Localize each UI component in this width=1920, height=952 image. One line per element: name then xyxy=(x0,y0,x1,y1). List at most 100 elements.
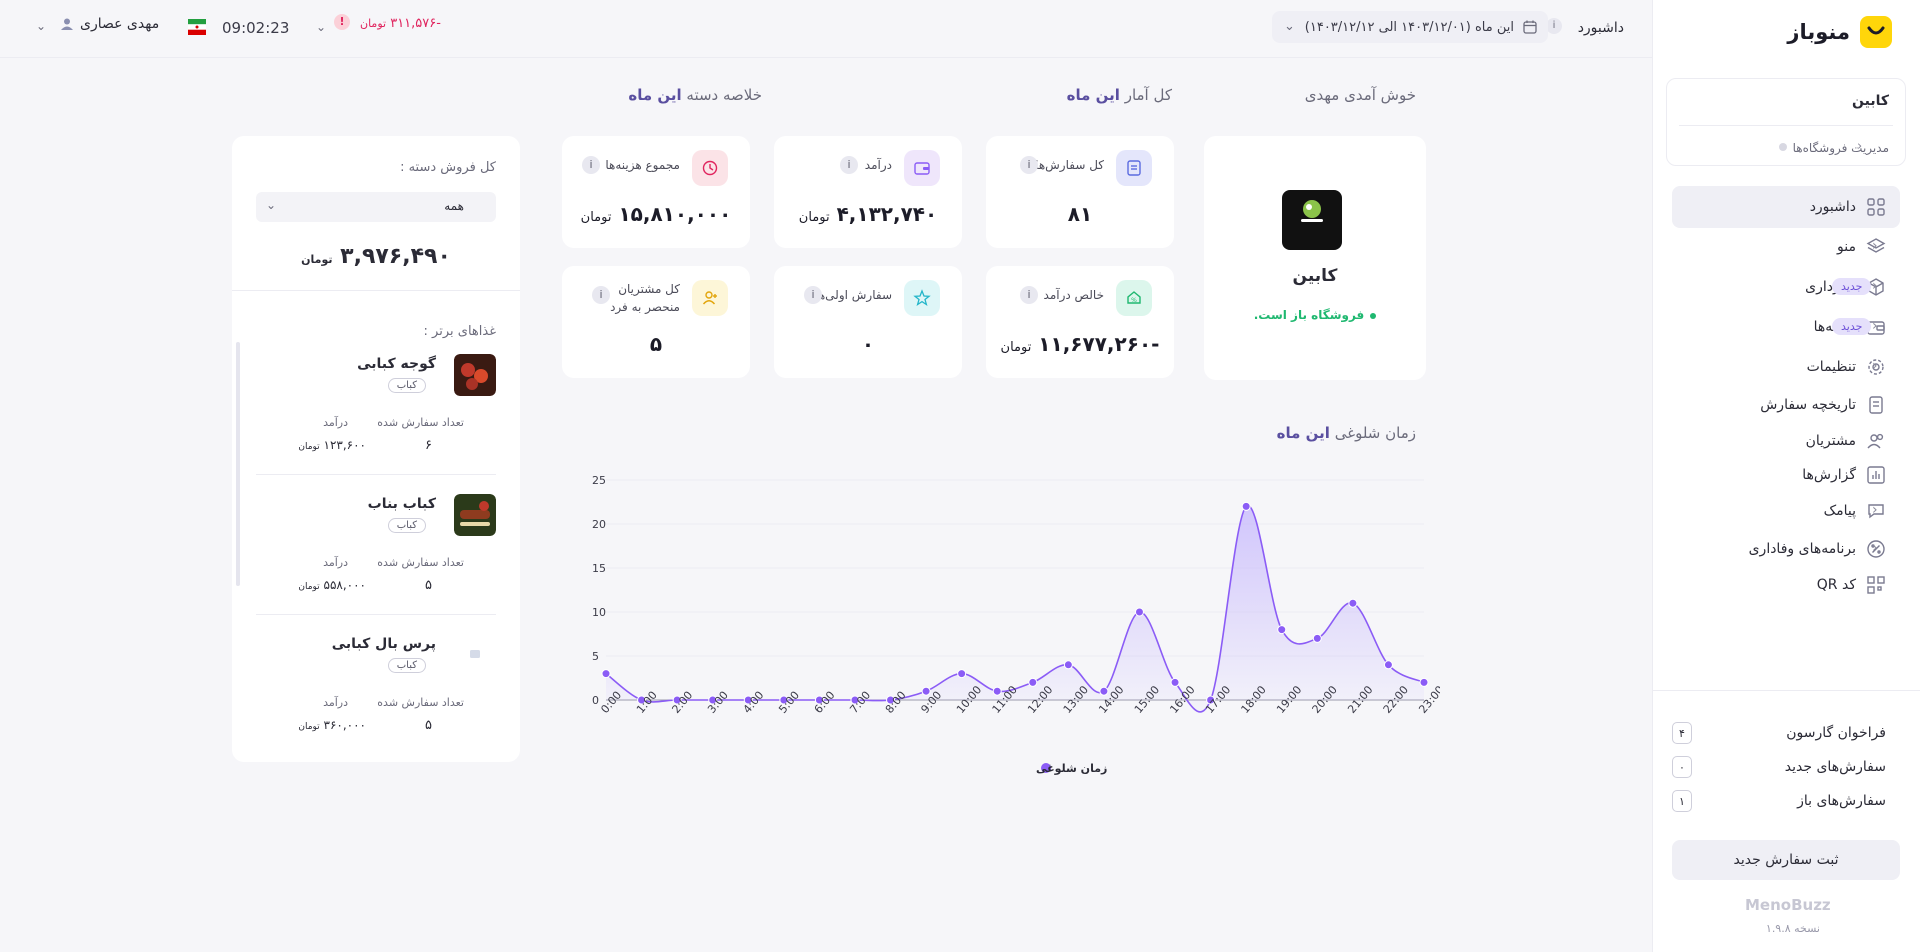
ordered-count-value: ۶ xyxy=(425,438,432,453)
top-food-item[interactable]: گوجه کبابی کباب تعداد سفارش شده درآمد ۶ ۱۲۳,۶… xyxy=(256,354,496,484)
sidebar-item-label: گزارش‌ها xyxy=(1802,467,1856,483)
data-point xyxy=(957,669,967,679)
y-tick-label: 0 xyxy=(592,694,599,707)
x-tick-label: 5:00 xyxy=(776,689,802,716)
sidebar-item-9[interactable]: پیامک ‹ xyxy=(1672,490,1900,532)
info-icon[interactable]: i xyxy=(840,156,858,174)
x-tick-label: 6:00 xyxy=(812,689,838,716)
total-sales-label: کل فروش دسته : xyxy=(400,160,496,175)
info-icon[interactable]: i xyxy=(804,286,822,304)
chevron-down-icon[interactable]: ⌄ xyxy=(36,19,47,33)
busy-time-title: زمان شلوغی این ماه xyxy=(1276,424,1416,442)
ordered-count-value: ۵ xyxy=(425,718,432,733)
quick-action-2[interactable]: سفارش‌های جدید ۰ xyxy=(1672,752,1886,782)
quick-action-label: سفارش‌های جدید xyxy=(1784,759,1886,775)
info-icon[interactable]: i xyxy=(1020,156,1038,174)
scrollbar[interactable] xyxy=(236,342,240,586)
sidebar-item-11[interactable]: کد QR xyxy=(1672,564,1900,606)
info-dot-icon xyxy=(1779,143,1787,151)
topbar: داشبورد i این ماه (۱۴۰۳/۱۲/۰۱ الی ۱۴۰۳/۱… xyxy=(0,0,1652,58)
sidebar-item-8[interactable]: گزارش‌ها xyxy=(1672,454,1900,496)
iran-flag-icon xyxy=(188,19,206,35)
sidebar-item-7[interactable]: مشتریان xyxy=(1672,420,1900,462)
food-image-placeholder-icon xyxy=(470,650,480,658)
sidebar-item-10[interactable]: برنامه‌های وفاداری ‹ xyxy=(1672,528,1900,570)
data-point xyxy=(1241,501,1251,511)
quick-action-label: سفارش‌های باز xyxy=(1797,793,1886,809)
sidebar-item-6[interactable]: تاریخچه سفارش xyxy=(1672,384,1900,426)
sidebar-item-2[interactable]: منو ‹ xyxy=(1672,226,1900,268)
info-icon[interactable]: i xyxy=(1546,18,1562,34)
alert-icon[interactable]: ! xyxy=(334,14,350,30)
brand[interactable]: منوباز xyxy=(1787,16,1892,48)
info-icon[interactable]: i xyxy=(592,286,610,304)
stat-value: ۵ xyxy=(649,332,663,356)
date-range-picker[interactable]: این ماه (۱۴۰۳/۱۲/۰۱ الی ۱۴۰۳/۱۲/۱۲) ⌄ xyxy=(1272,11,1548,43)
quick-action-3[interactable]: سفارش‌های باز ۱ xyxy=(1672,786,1886,816)
stat-label: مجموع هزینه‌ها xyxy=(605,158,680,172)
brand-logo-icon xyxy=(1860,16,1892,48)
document-icon xyxy=(1116,150,1152,186)
layers-icon xyxy=(1866,238,1886,253)
new-order-button[interactable]: ثبت سفارش جدید xyxy=(1672,840,1900,880)
chevron-down-icon[interactable]: ⌄ xyxy=(316,20,327,34)
legend-swatch xyxy=(1041,763,1051,773)
sidebar-item-1[interactable]: داشبورد xyxy=(1672,186,1900,228)
stat-label: درآمد xyxy=(864,158,892,172)
stat-net-income: % خالص درآمد i -۱۱,۶۷۷,۲۶۰ تومان xyxy=(986,266,1174,378)
x-tick-label: 4:00 xyxy=(741,689,767,716)
busy-time-chart: 0 5 10 15 20 25 0:00 1:00 2:00 3:00 4:00 5:00 6:00 7:… xyxy=(560,470,1447,790)
ordered-count-value: ۵ xyxy=(425,578,432,593)
data-point xyxy=(814,695,824,705)
quick-action-1[interactable]: فراخوان گارسون ۴ xyxy=(1672,718,1886,748)
info-icon[interactable]: i xyxy=(582,156,600,174)
divider xyxy=(256,474,496,475)
grid-icon xyxy=(1867,198,1885,216)
divider xyxy=(1679,125,1893,126)
quick-action-label: فراخوان گارسون xyxy=(1786,725,1886,741)
sidebar-item-label: تنظیمات xyxy=(1806,359,1856,375)
ordered-count-label: تعداد سفارش شده xyxy=(377,696,464,709)
stat-total-orders: کل سفارش‌ها i ۸۱ xyxy=(986,136,1174,248)
income-label: درآمد xyxy=(323,696,348,709)
data-point xyxy=(1028,677,1038,687)
sidebar-item-4[interactable]: هزینه‌هاجدید‹ xyxy=(1672,306,1900,348)
chevron-left-icon: ‹ xyxy=(1872,540,1878,556)
qr-icon xyxy=(1867,576,1885,594)
stat-value: ۴,۱۳۲,۷۴۰ تومان xyxy=(798,202,938,226)
data-point xyxy=(601,669,611,679)
brand-name: منوباز xyxy=(1787,20,1850,44)
info-icon[interactable]: i xyxy=(1020,286,1038,304)
x-tick-label: 2:00 xyxy=(669,689,695,716)
top-food-item[interactable]: پرس بال کبابی کباب تعداد سفارش شده درآمد ۵ ۳۶… xyxy=(262,634,496,764)
category-summary-card: کل فروش دسته : همه ⌄ ۳,۹۷۶,۴۹۰ تومان غذا… xyxy=(232,136,520,762)
manage-stores-link[interactable]: مدیریت فروشگاه‌ها xyxy=(1792,141,1889,155)
food-category-tag: کباب xyxy=(387,518,426,533)
user-menu[interactable]: مهدی عصاری xyxy=(60,16,159,32)
sidebar-item-5[interactable]: تنظیمات ‹ xyxy=(1672,346,1900,388)
y-tick-label: 5 xyxy=(592,650,599,663)
sidebar-item-3[interactable]: انبارداری جدید ‹ xyxy=(1672,266,1900,308)
data-point xyxy=(1277,625,1287,635)
category-select[interactable]: همه ⌄ xyxy=(256,192,496,222)
new-badge: جدید xyxy=(1832,318,1872,335)
data-point xyxy=(1170,677,1180,687)
user-name: مهدی عصاری xyxy=(80,16,160,32)
top-food-item[interactable]: کباب بناب کباب تعداد سفارش شده درآمد ۵ ۵۵۸,۰۰… xyxy=(256,494,496,624)
legend-label: زمان شلوغی xyxy=(1036,762,1107,775)
data-point xyxy=(1419,677,1429,687)
data-point xyxy=(708,695,718,705)
balance[interactable]: -۳۱۱,۵۷۶ تومان xyxy=(360,16,441,31)
stat-income: درآمد i ۴,۱۳۲,۷۴۰ تومان xyxy=(774,136,962,248)
stat-first-orders: سفارش اولی‌ها i ۰ xyxy=(774,266,962,378)
calendar-icon xyxy=(1523,20,1537,34)
breadcrumb: داشبورد xyxy=(1577,20,1624,36)
data-point xyxy=(886,695,896,705)
sidebar-item-label: تاریخچه سفارش xyxy=(1760,397,1856,413)
count-badge: ۰ xyxy=(1672,756,1692,778)
summary-title: خلاصه دسته این ماه xyxy=(628,86,762,104)
top-foods-label: غذاهای برتر : xyxy=(423,324,496,339)
store-switcher[interactable]: کابین مدیریت فروشگاه‌ها ‹ xyxy=(1666,78,1906,166)
stat-value: ۰ xyxy=(861,332,875,356)
